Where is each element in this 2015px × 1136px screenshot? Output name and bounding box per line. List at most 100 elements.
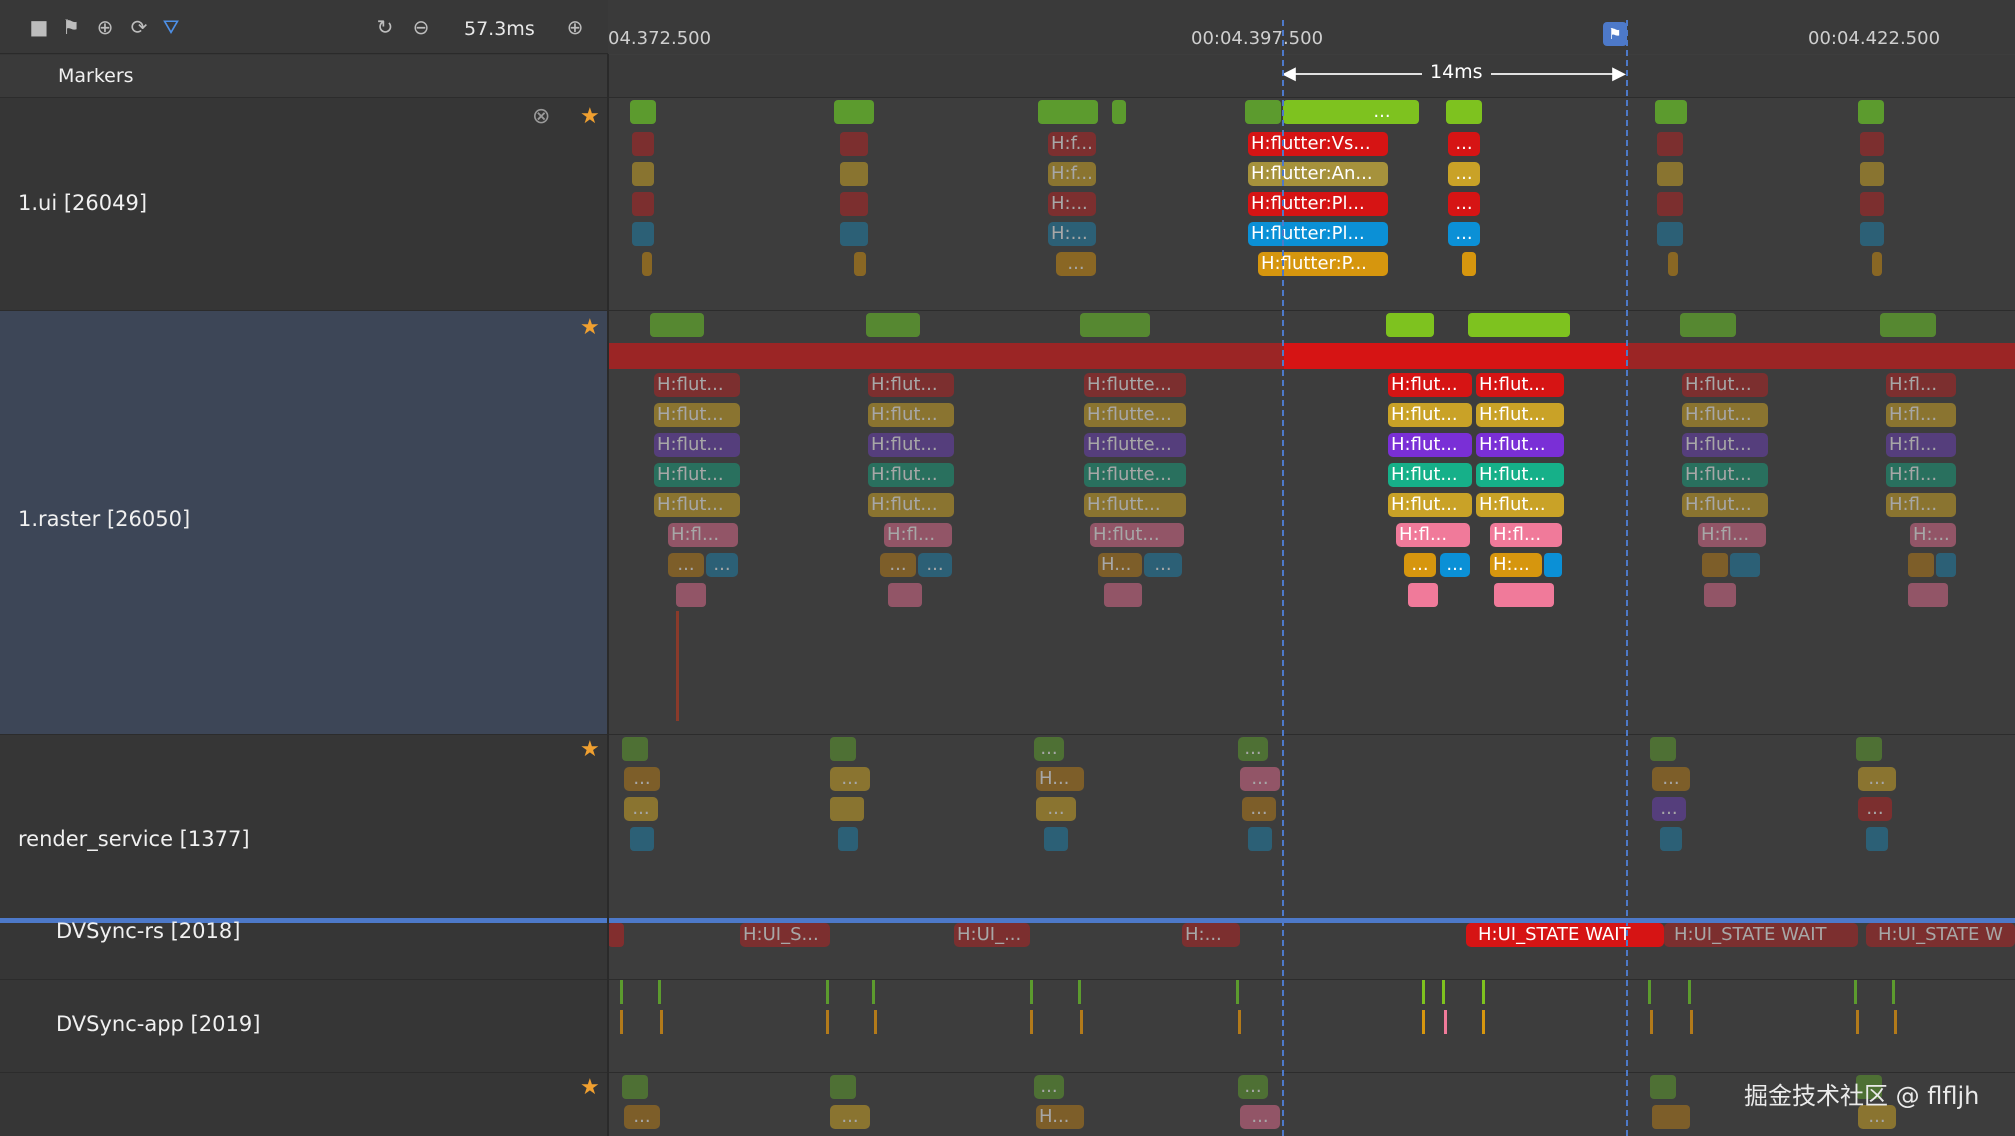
slice-block[interactable] [632, 132, 654, 156]
slice-label[interactable]: H... [1098, 553, 1142, 577]
slice-block[interactable] [1680, 313, 1736, 337]
slice-block[interactable] [1668, 252, 1678, 276]
slice-block[interactable] [660, 1010, 663, 1034]
slice-label[interactable]: H:flut... [1388, 373, 1472, 397]
slice-block[interactable] [888, 583, 922, 607]
slice-block[interactable] [1894, 1010, 1897, 1034]
slice-block[interactable] [1660, 827, 1682, 851]
slice-label[interactable]: H:fl... [1490, 523, 1562, 547]
track-bottom[interactable]: ★ ... ... ... ... H... ... ... [0, 1073, 2015, 1136]
slice-block[interactable] [1104, 583, 1142, 607]
track-ui[interactable]: 1.ui [26049] ⊗ ★ ... H:f... H:f... H:...… [0, 98, 2015, 310]
slice-label[interactable]: H:... [1910, 523, 1956, 547]
slice-block[interactable] [1860, 162, 1884, 186]
slice-block[interactable] [1030, 1010, 1033, 1034]
slice-block[interactable] [1936, 553, 1956, 577]
slice-label[interactable]: H:f... [1048, 132, 1096, 156]
slice-label[interactable]: ... [1858, 767, 1896, 791]
slice-block[interactable] [1248, 827, 1272, 851]
track-dvsync-rs[interactable]: DVSync-rs [2018] H:UI_S... H:UI_... H:..… [0, 919, 2015, 979]
slice-label[interactable]: H:fl... [1886, 493, 1956, 517]
slice-block[interactable] [608, 923, 624, 947]
slice-label[interactable]: H:flutte... [1084, 433, 1186, 457]
slice-block[interactable] [1657, 132, 1683, 156]
slice-block[interactable] [1650, 1010, 1653, 1034]
slice-label[interactable]: ... [1448, 192, 1480, 216]
slice-label[interactable]: H:flutter:Pl... [1248, 222, 1388, 246]
slice-label[interactable]: ... [624, 767, 660, 791]
slice-block[interactable] [1444, 1010, 1447, 1034]
slice-label[interactable]: H:flut... [1682, 433, 1768, 457]
slice-label[interactable]: ... [1404, 553, 1436, 577]
slice-block[interactable] [826, 980, 829, 1004]
slice-label[interactable]: ... [706, 553, 738, 577]
slice-block[interactable] [1468, 313, 1570, 337]
selection-end-line[interactable] [1626, 20, 1628, 1136]
slice-block[interactable] [676, 611, 679, 721]
slice-label[interactable]: H:fl... [1886, 463, 1956, 487]
slice-block[interactable] [834, 100, 874, 124]
slice-block[interactable] [840, 132, 868, 156]
slice-label[interactable]: ... [1034, 1075, 1064, 1099]
slice-label[interactable]: H:flut... [868, 403, 954, 427]
slice-label[interactable]: H:flut... [1476, 403, 1564, 427]
slice-label[interactable]: H:flut... [1682, 493, 1768, 517]
slice-block[interactable] [1044, 827, 1068, 851]
slice-label[interactable]: H:flut... [1476, 373, 1564, 397]
slice-label[interactable]: H:flut... [654, 373, 740, 397]
slice-label[interactable]: H:flutter:Pl... [1248, 192, 1388, 216]
slice-label[interactable]: H:fl... [668, 523, 738, 547]
slice-block[interactable] [632, 222, 654, 246]
slice-block[interactable] [1245, 100, 1281, 124]
selection-start-line[interactable] [1282, 20, 1284, 1136]
slice-label[interactable]: ... [1240, 1105, 1280, 1129]
slice-block[interactable] [1462, 252, 1476, 276]
slice-label[interactable]: H:fl... [1886, 373, 1956, 397]
slice-label[interactable]: ... [1034, 737, 1064, 761]
slice-block[interactable] [1854, 980, 1857, 1004]
slice-block[interactable] [630, 100, 656, 124]
slice-label[interactable]: H:UI_... [954, 923, 1030, 947]
slice-label[interactable]: ... [1360, 100, 1404, 124]
slice-label[interactable]: ... [1144, 553, 1182, 577]
slice-block[interactable] [1386, 313, 1434, 337]
frame-bar-selected[interactable] [1284, 343, 1628, 369]
slice-label[interactable]: ... [1036, 797, 1076, 821]
slice-label[interactable]: ... [1858, 797, 1892, 821]
slice-label[interactable]: H:flut... [1476, 493, 1564, 517]
slice-block[interactable] [1860, 192, 1884, 216]
filter-icon[interactable]: ⛛ [162, 15, 180, 39]
slice-block[interactable] [1236, 980, 1239, 1004]
slice-label[interactable]: H:... [1490, 553, 1542, 577]
slice-label[interactable]: ... [1448, 162, 1480, 186]
refresh-icon[interactable]: ↻ [376, 15, 394, 39]
slice-block[interactable] [826, 1010, 829, 1034]
slice-block[interactable] [1908, 583, 1948, 607]
time-ruler[interactable]: 04.372.500 00:04.397.500 00:04.422.500 ⚑ [608, 0, 2015, 54]
slice-block[interactable] [840, 192, 868, 216]
slice-label[interactable]: H:flut... [1682, 463, 1768, 487]
slice-block[interactable] [620, 1010, 623, 1034]
slice-block[interactable] [1704, 583, 1736, 607]
slice-label[interactable]: H:flut... [868, 433, 954, 457]
slice-block[interactable] [1657, 162, 1683, 186]
slice-block[interactable] [632, 192, 654, 216]
slice-label[interactable]: H:... [1048, 192, 1096, 216]
slice-block[interactable] [1858, 100, 1884, 124]
marker-flag-icon[interactable]: ⚑ [1603, 22, 1627, 46]
slice-label[interactable]: ... [1652, 767, 1690, 791]
slice-label[interactable]: H:flut... [868, 463, 954, 487]
track-raster[interactable] [608, 311, 2015, 734]
slice-label[interactable]: H:flutter:An... [1248, 162, 1388, 186]
slice-label[interactable]: H:flut... [1388, 403, 1472, 427]
slice-label[interactable]: H:UI_STATE W [1866, 923, 2015, 947]
slice-block[interactable] [1238, 1010, 1241, 1034]
slice-block[interactable] [1446, 100, 1482, 124]
slice-label[interactable]: ... [624, 1105, 660, 1129]
slice-label[interactable]: H:flut... [868, 373, 954, 397]
slice-block[interactable] [840, 222, 868, 246]
slice-label[interactable]: H:flut... [654, 403, 740, 427]
slice-label[interactable]: H:flut... [1388, 463, 1472, 487]
slice-block[interactable] [1860, 132, 1884, 156]
slice-label[interactable]: ... [1858, 1105, 1896, 1129]
